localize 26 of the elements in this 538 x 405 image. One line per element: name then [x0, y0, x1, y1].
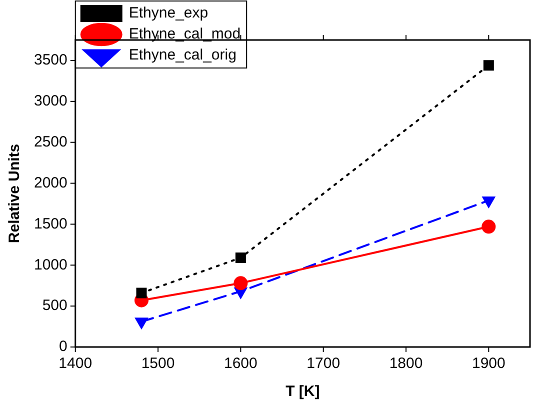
point [135, 318, 148, 329]
y-tick-label: 3500 [34, 52, 68, 69]
point [136, 288, 147, 298]
y-tick-label: 2500 [34, 133, 68, 150]
x-tick-label: 1700 [306, 355, 340, 372]
legend-label: Ethyne_exp [128, 4, 208, 22]
x-tick-label: 1800 [389, 355, 423, 372]
legend-label: Ethyne_cal_orig [128, 46, 236, 64]
y-tick-label: 0 [59, 338, 68, 356]
y-tick-label: 1500 [34, 215, 68, 232]
legend-label: Ethyne_cal_mod [128, 26, 241, 43]
y-tick-label: 3000 [34, 92, 68, 110]
x-tick-label: 1500 [141, 355, 175, 372]
x-tick-label: 1600 [224, 355, 258, 372]
point [235, 252, 246, 264]
point [483, 60, 494, 71]
point [234, 276, 248, 290]
y-tick-label: 1000 [34, 256, 68, 274]
x-axis-title: T [K] [286, 383, 320, 400]
point [482, 220, 496, 234]
x-tick-label: 1900 [472, 355, 506, 372]
x-tick-label: 1400 [58, 355, 92, 372]
y-tick-label: 500 [42, 297, 68, 314]
y-tick-label: 2000 [34, 174, 68, 192]
y-axis-title: Relative Units [6, 144, 24, 244]
point [482, 196, 495, 208]
